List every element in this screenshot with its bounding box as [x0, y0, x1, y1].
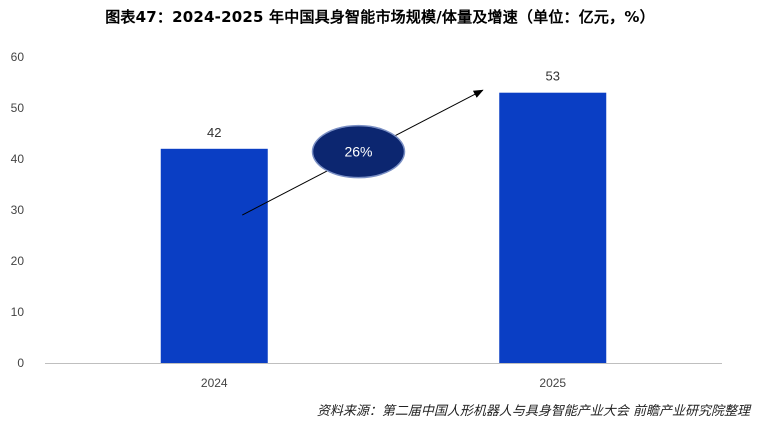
y-tick-label: 60 — [11, 50, 25, 64]
y-tick-label: 40 — [11, 152, 25, 166]
bars — [160, 92, 607, 363]
growth-rate-label: 26% — [344, 144, 372, 160]
bar-2024 — [160, 148, 268, 363]
data-label: 53 — [546, 69, 560, 84]
bar-2025 — [499, 92, 607, 363]
x-tick-label: 2024 — [201, 376, 228, 390]
y-tick-label: 50 — [11, 101, 25, 115]
x-tick-label: 2025 — [539, 376, 566, 390]
y-axis-tick-labels: 0 10 20 30 40 50 60 — [11, 50, 25, 370]
chart-title: 图表47：2024-2025 年中国具身智能市场规模/体量及增速（单位：亿元，%… — [105, 8, 655, 26]
y-tick-label: 10 — [11, 305, 25, 319]
x-axis-tick-labels: 2024 2025 — [201, 376, 567, 390]
data-labels: 42 53 — [207, 69, 560, 140]
y-tick-label: 0 — [17, 356, 24, 370]
growth-rate-ellipse — [311, 124, 406, 179]
y-tick-label: 30 — [11, 203, 25, 217]
source-note: 资料来源：第二届中国人形机器人与具身智能产业大会 前瞻产业研究院整理 — [316, 404, 750, 419]
data-label: 42 — [207, 125, 221, 140]
growth-annotation: 26% — [242, 89, 484, 216]
y-tick-label: 20 — [11, 254, 25, 268]
